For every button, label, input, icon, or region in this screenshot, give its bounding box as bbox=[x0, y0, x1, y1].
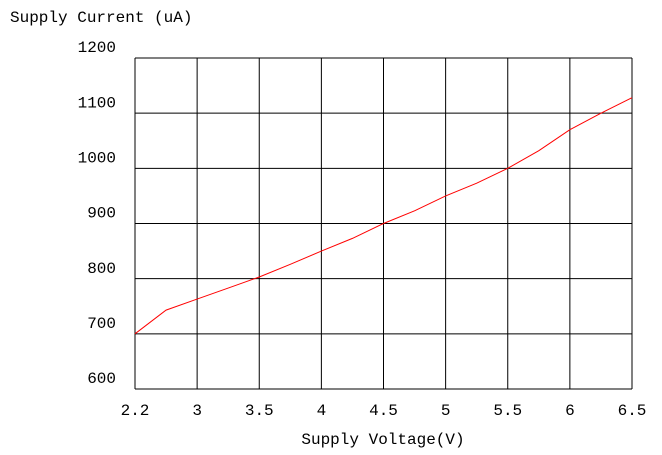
x-tick-label: 4.5 bbox=[369, 402, 398, 420]
x-tick-label: 4 bbox=[317, 402, 327, 420]
y-tick-label: 600 bbox=[87, 370, 116, 388]
chart-title: Supply Current (uA) bbox=[10, 9, 192, 27]
x-tick-label: 6 bbox=[565, 402, 575, 420]
y-tick-label: 1200 bbox=[78, 39, 116, 57]
y-tick-label: 1000 bbox=[78, 150, 116, 168]
x-tick-label: 6.5 bbox=[618, 402, 647, 420]
y-tick-label: 900 bbox=[87, 205, 116, 223]
x-tick-label: 2.2 bbox=[121, 402, 150, 420]
y-tick-label: 800 bbox=[87, 260, 116, 278]
x-tick-label: 5 bbox=[441, 402, 451, 420]
y-tick-label: 700 bbox=[87, 315, 116, 333]
x-tick-label: 5.5 bbox=[493, 402, 522, 420]
y-tick-label: 1100 bbox=[78, 94, 116, 112]
data-line bbox=[134, 97, 633, 335]
x-tick-label: 3.5 bbox=[245, 402, 274, 420]
x-tick-label: 3 bbox=[192, 402, 202, 420]
x-axis-label: Supply Voltage(V) bbox=[301, 431, 464, 449]
